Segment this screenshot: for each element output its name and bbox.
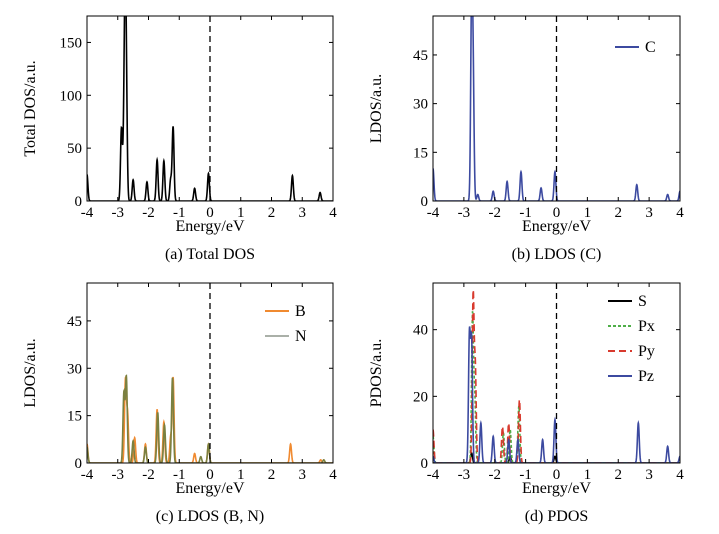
x-tick-label: -2 — [489, 205, 502, 221]
x-tick-label: -3 — [458, 467, 471, 483]
x-tick-label: -1 — [173, 205, 186, 221]
legend-label: Py — [638, 343, 655, 360]
x-tick-label: 2 — [615, 467, 623, 483]
x-tick-label: 1 — [584, 205, 592, 221]
x-tick-label: -2 — [489, 467, 502, 483]
x-tick-label: -4 — [81, 205, 94, 221]
y-tick-label: 15 — [67, 409, 82, 425]
x-tick-label: -1 — [519, 467, 532, 483]
x-tick-label: 4 — [676, 205, 684, 221]
series-line — [433, 326, 680, 463]
series-line — [433, 289, 680, 463]
y-tick-label: 30 — [413, 97, 428, 113]
x-tick-label: 4 — [329, 467, 337, 483]
legend-label: N — [295, 328, 307, 345]
panel-caption: (d) PDOS — [525, 508, 589, 525]
x-tick-label: -3 — [112, 467, 125, 483]
x-tick-label: 1 — [237, 467, 245, 483]
x-tick-label: 3 — [645, 467, 653, 483]
x-tick-label: 2 — [268, 205, 276, 221]
y-tick-label: 40 — [413, 323, 428, 339]
x-tick-label: -2 — [142, 467, 155, 483]
legend-label: Px — [638, 318, 655, 335]
y-tick-label: 50 — [67, 141, 82, 157]
x-axis-label: Energy/eV — [175, 218, 244, 235]
series-line — [87, 16, 333, 201]
x-tick-label: -4 — [427, 205, 440, 221]
legend-label: B — [295, 303, 306, 320]
y-tick-label: 100 — [60, 88, 83, 104]
panel-caption: (b) LDOS (C) — [512, 246, 602, 263]
panel-caption: (a) Total DOS — [165, 246, 255, 263]
x-tick-label: 3 — [299, 467, 307, 483]
x-tick-label: 3 — [299, 205, 307, 221]
y-tick-label: 150 — [60, 35, 83, 51]
x-tick-label: 1 — [584, 467, 592, 483]
y-tick-label: 45 — [67, 314, 82, 330]
x-tick-label: -2 — [142, 205, 155, 221]
x-tick-label: -4 — [81, 467, 94, 483]
x-tick-label: 0 — [206, 467, 214, 483]
panel-caption: (c) LDOS (B, N) — [156, 508, 264, 525]
x-axis-label: Energy/eV — [522, 218, 591, 235]
y-axis-label: PDOS/a.u. — [368, 339, 385, 407]
legend-label: C — [645, 39, 656, 56]
x-tick-label: 1 — [237, 205, 245, 221]
panel-2: -4 -3 -2 -1 0 1 2 3 4 0 15 30 45 Energy/eV LDOS/a.u. (b… — [368, 15, 684, 263]
series-line — [433, 16, 680, 201]
x-tick-label: -3 — [112, 205, 125, 221]
x-tick-label: -4 — [427, 467, 440, 483]
y-axis-label: LDOS/a.u. — [368, 74, 385, 143]
panel-4: -4 -3 -2 -1 0 1 2 3 402040Energy/eVPDOS/a.u.(d) … — [368, 282, 684, 525]
y-axis-label: LDOS/a.u. — [22, 338, 39, 407]
legend-label: S — [638, 293, 647, 310]
legend-label: Pz — [638, 368, 654, 385]
y-tick-label: 0 — [75, 456, 83, 472]
y-tick-label: 0 — [421, 456, 429, 472]
y-tick-label: 45 — [413, 48, 428, 64]
x-tick-label: 0 — [553, 205, 561, 221]
x-tick-label: 4 — [329, 205, 337, 221]
x-tick-label: 2 — [615, 205, 623, 221]
panel-1: -4 -3 -2 -1 0 1 2 3 4 0 50 100 150 Energy/eV Total DOS… — [22, 15, 337, 263]
x-axis-label: Energy/eV — [522, 480, 591, 497]
x-tick-label: 3 — [645, 205, 653, 221]
x-tick-label: -3 — [458, 205, 471, 221]
y-tick-label: 30 — [67, 361, 82, 377]
x-tick-label: -1 — [173, 467, 186, 483]
y-tick-label: 0 — [75, 194, 83, 210]
y-tick-label: 20 — [413, 389, 428, 405]
x-tick-label: 4 — [676, 467, 684, 483]
x-tick-label: 2 — [268, 467, 276, 483]
y-axis-label: Total DOS/a.u. — [22, 60, 39, 156]
x-axis-label: Energy/eV — [175, 480, 244, 497]
x-tick-label: -1 — [519, 205, 532, 221]
x-tick-label: 0 — [206, 205, 214, 221]
y-tick-label: 15 — [413, 145, 428, 161]
panel-3: -4 -3 -2 -1 0 1 2 3 4 0 15 30 45 Energy/eV LDOS/a.u. (c… — [22, 282, 337, 525]
x-tick-label: 0 — [553, 467, 561, 483]
y-tick-label: 0 — [421, 194, 429, 210]
